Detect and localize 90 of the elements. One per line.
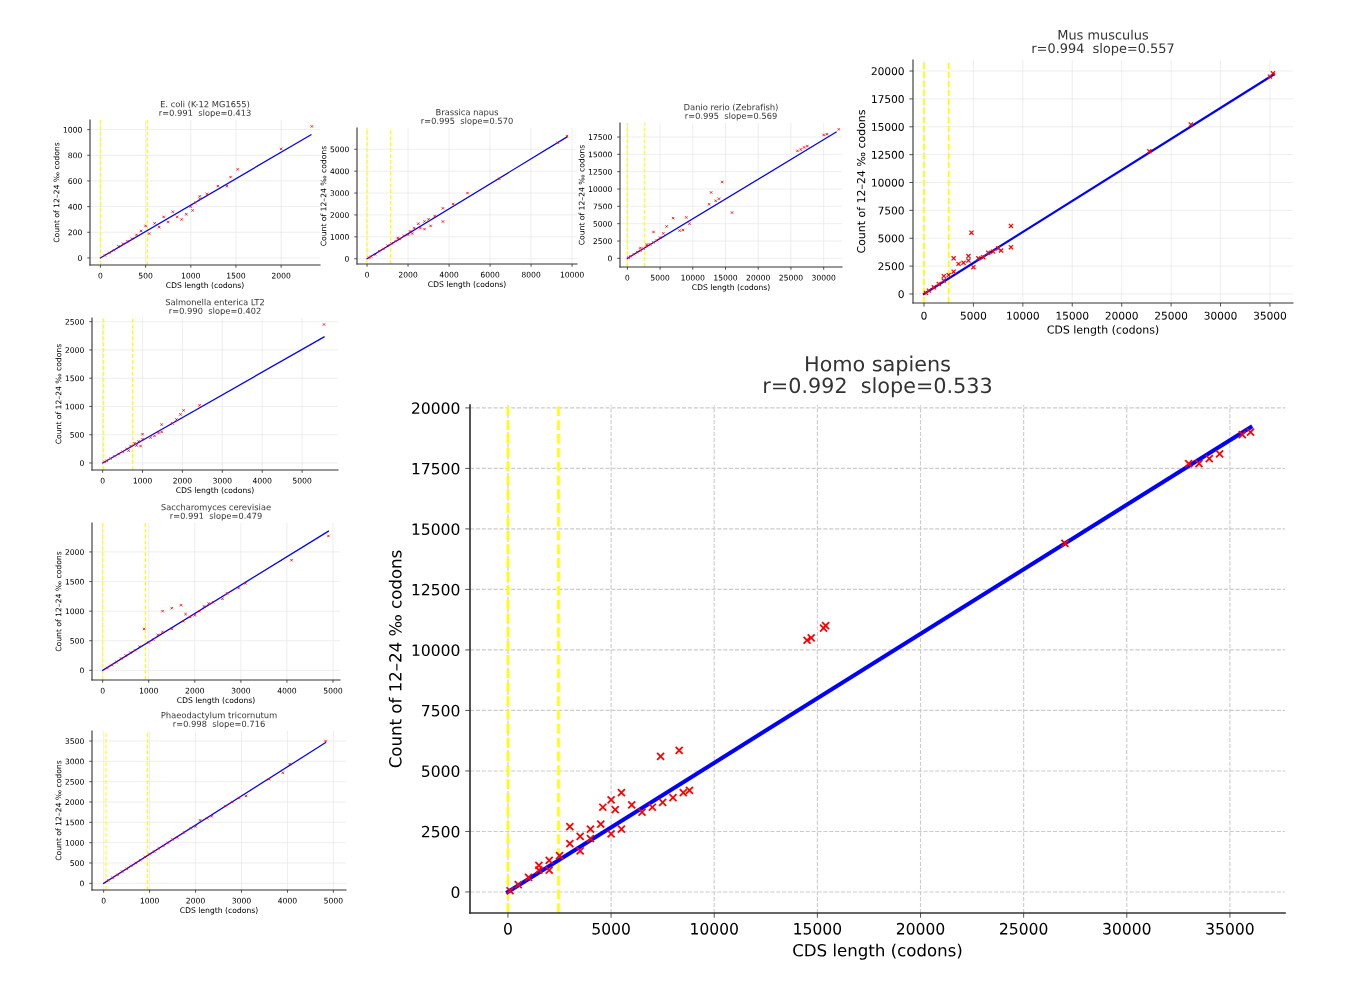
y-tick-label: 20000 [412,402,460,415]
point [658,798,668,807]
point [668,793,678,802]
chart-title: Danio rerio (Zebrafish) [684,103,778,112]
point [586,834,595,844]
y-tick-label: 20000 [871,67,904,76]
y-tick-label: 10000 [412,644,460,657]
chart-subtitle: r=0.991 slope=0.413 [159,109,251,118]
point [565,822,575,831]
point [637,807,647,817]
point [802,635,812,645]
y-tick-label: 12500 [412,583,460,596]
x-tick-label: 0 [504,922,512,935]
chart-title: Saccharomyces cerevisiae [161,503,271,512]
chart-title: E. coli (K-12 MG1655) [160,100,250,109]
point [544,856,554,865]
y-tick-label: 15000 [872,122,904,131]
chart-subtitle: r=0.992 slope=0.533 [764,377,992,398]
point [596,819,606,829]
y-tick-label: 5000 [878,234,904,243]
point [534,860,544,870]
x-tick-label: 15000 [1056,311,1089,320]
point [610,805,620,815]
x-axis-title: CDS length (codons) [1047,325,1159,336]
point [524,873,533,882]
y-tick-label: 5000 [422,765,460,778]
point [617,788,626,798]
x-tick-label: 30000 [1204,311,1237,320]
chart-title: Brassica napus [436,108,499,117]
point [565,839,575,848]
point [970,264,977,270]
x-tick-label: 10000 [1007,311,1039,320]
chart-subtitle: r=0.991 slope=0.479 [170,512,262,521]
chart-subtitle: r=0.998 slope=0.716 [173,720,265,729]
point [998,247,1004,254]
chart-title: Phaeodactylum tricornutum [161,711,277,720]
point [1267,73,1273,80]
y-tick-label: 17500 [872,95,904,104]
y-axis-title: Count of 12–24 ‰ codons [388,550,402,768]
x-tick-label: 20000 [896,922,945,935]
point [965,253,972,259]
y-tick-label: 2500 [878,262,904,271]
x-tick-label: 25000 [1000,922,1048,935]
x-tick-label: 35000 [1253,311,1287,320]
x-tick-label: 35000 [1206,922,1254,935]
x-tick-label: 10000 [691,922,738,935]
chart-subtitle: r=0.995 slope=0.570 [421,117,513,126]
x-tick-label: 25000 [1155,311,1188,320]
x-tick-label: 5000 [960,311,987,320]
point [647,802,657,812]
point [555,851,564,861]
y-tick-label: 17500 [412,462,460,475]
point [617,824,626,834]
point [1215,449,1224,459]
point [606,829,616,839]
y-tick-label: 7500 [422,704,460,717]
point [606,795,616,805]
point [1188,121,1194,128]
point [586,824,595,834]
x-tick-label: 15000 [794,922,842,935]
x-tick-label: 30000 [1103,922,1151,935]
chart-title: Salmonella enterica LT2 [165,298,264,306]
point [674,745,684,755]
chart-subtitle: r=0.990 slope=0.402 [169,307,261,316]
x-axis-title: CDS length (codons) [793,943,962,960]
y-tick-label: 12500 [872,150,904,159]
point [1060,539,1070,548]
point [575,831,585,841]
point [627,800,637,810]
point [806,633,816,643]
point [995,245,1001,251]
chart-subtitle: r=0.994 slope=0.557 [1032,43,1174,56]
point [1204,454,1214,464]
x-tick-label: 20000 [1105,311,1138,320]
point [936,281,942,287]
chart-title: Homo sapiens [806,355,950,376]
point [598,802,608,812]
chart-subtitle: r=0.995 slope=0.569 [685,112,777,121]
point [513,880,523,890]
y-axis-title: Count of 12–24 ‰ codons [856,110,866,253]
x-tick-label: 0 [921,311,927,320]
y-tick-label: 0 [898,290,904,299]
y-tick-label: 10000 [872,178,904,187]
point [505,886,515,896]
point [575,846,585,856]
y-tick-label: 2500 [421,825,460,838]
chart-title: Mus musculus [1058,29,1149,40]
y-tick-label: 7500 [878,206,904,215]
y-tick-label: 15000 [412,523,460,536]
point [656,752,665,761]
